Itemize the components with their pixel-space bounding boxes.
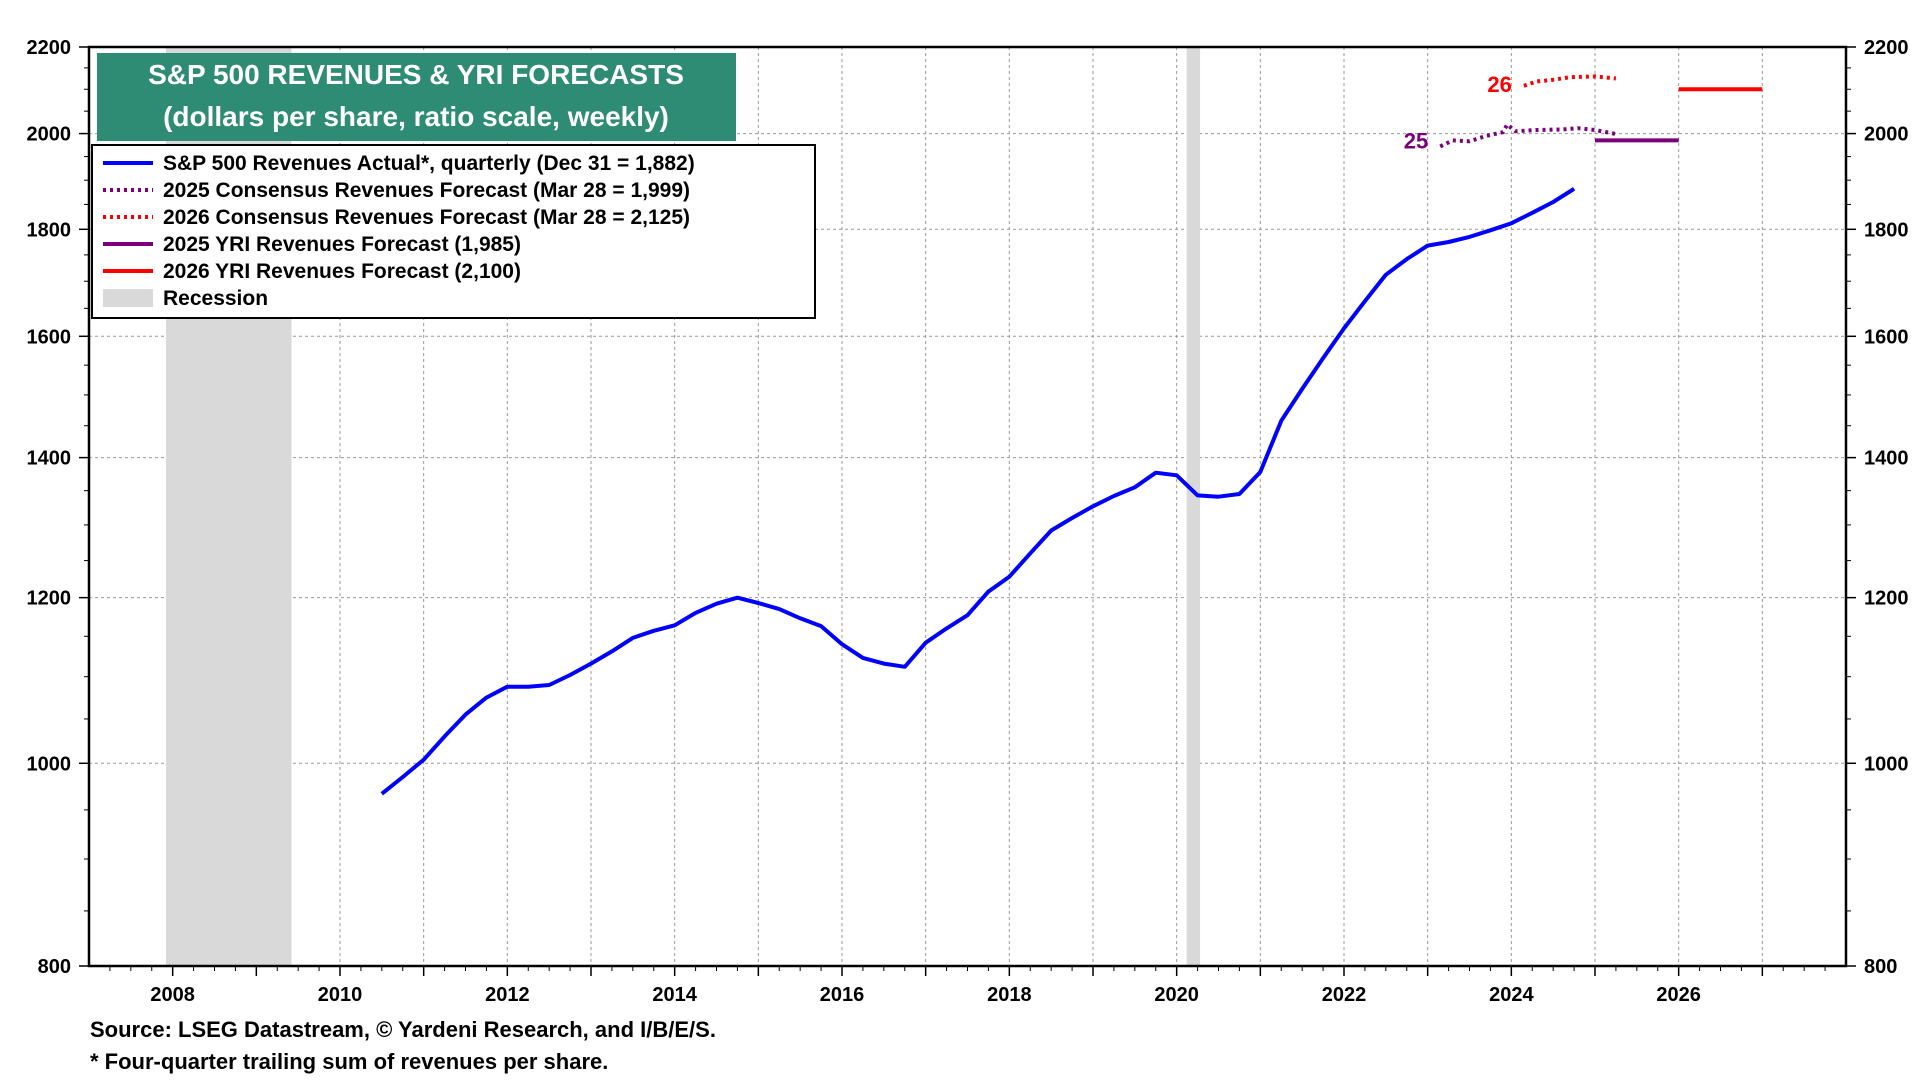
x-tick-label: 2026 [1656, 984, 1701, 1006]
x-tick-label: 2010 [318, 984, 363, 1006]
chart-title: S&P 500 REVENUES & YRI FORECASTS [148, 59, 684, 90]
y-tick-label-left: 1200 [27, 588, 72, 610]
legend-label-2025-yri: 2025 YRI Revenues Forecast (1,985) [163, 233, 521, 256]
y-tick-label-left: 800 [38, 956, 71, 978]
series-actual-revenues [380, 187, 1576, 796]
x-tick-label: 2020 [1154, 984, 1199, 1006]
x-tick-label: 2008 [150, 984, 195, 1006]
y-tick-label-left: 1400 [27, 448, 72, 470]
y-tick-label-right: 800 [1864, 956, 1897, 978]
y-tick-label-left: 1600 [27, 326, 72, 348]
legend: S&P 500 Revenues Actual*, quarterly (Dec… [91, 144, 816, 319]
y-tick-label-right: 2200 [1864, 37, 1909, 59]
legend-label-2026-consensus: 2026 Consensus Revenues Forecast (Mar 28… [163, 206, 690, 229]
x-tick-label: 2022 [1322, 984, 1367, 1006]
recession-band [1186, 47, 1201, 966]
series-label-2026: 26 [1487, 72, 1511, 97]
y-tick-label-left: 1800 [27, 219, 72, 241]
legend-label-2026-yri: 2026 YRI Revenues Forecast (2,100) [163, 260, 521, 283]
legend-swatch-recession [103, 289, 153, 307]
series-label-2025: 25 [1404, 128, 1428, 153]
series-2026-consensus [1523, 74, 1617, 88]
legend-label-2025-consensus: 2025 Consensus Revenues Forecast (Mar 28… [163, 179, 690, 202]
x-tick-label: 2016 [820, 984, 865, 1006]
x-tick-label: 2018 [987, 984, 1032, 1006]
title-box: S&P 500 REVENUES & YRI FORECASTS (dollar… [97, 53, 736, 141]
y-tick-label-left: 1000 [27, 753, 72, 775]
legend-box [91, 144, 816, 319]
series-2025-consensus [1439, 122, 1617, 149]
x-tick-label: 2014 [652, 984, 697, 1006]
y-tick-label-right: 1000 [1864, 753, 1909, 775]
footnote: * Four-quarter trailing sum of revenues … [90, 1049, 609, 1074]
y-tick-label-right: 1800 [1864, 219, 1909, 241]
y-tick-label-right: 1400 [1864, 448, 1909, 470]
x-tick-label: 2012 [485, 984, 530, 1006]
y-tick-label-left: 2200 [27, 37, 72, 59]
source-note: Source: LSEG Datastream, © Yardeni Resea… [90, 1017, 716, 1042]
legend-label-recession: Recession [163, 287, 268, 310]
title-background [97, 53, 736, 141]
y-tick-label-right: 1600 [1864, 326, 1909, 348]
y-tick-label-left: 2000 [27, 124, 72, 146]
legend-label-actual: S&P 500 Revenues Actual*, quarterly (Dec… [163, 152, 695, 175]
y-tick-label-right: 1200 [1864, 588, 1909, 610]
chart-subtitle: (dollars per share, ratio scale, weekly) [163, 101, 669, 132]
x-tick-label: 2024 [1489, 984, 1534, 1006]
y-tick-label-right: 2000 [1864, 124, 1909, 146]
